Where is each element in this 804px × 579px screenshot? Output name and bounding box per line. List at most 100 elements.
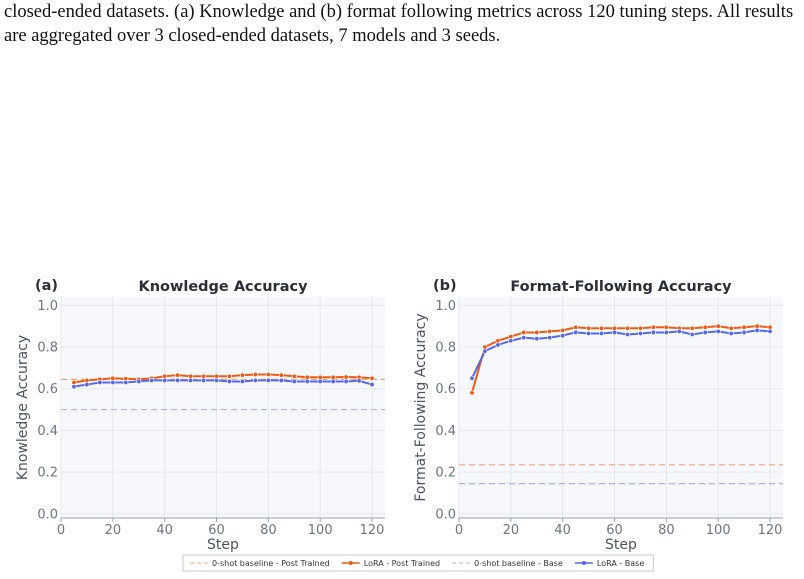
- data-point: [586, 330, 592, 336]
- data-point: [767, 324, 773, 330]
- data-point: [715, 328, 721, 334]
- data-point: [728, 325, 734, 331]
- data-point: [599, 325, 605, 331]
- data-point: [175, 377, 181, 383]
- y-tick-label: 0.0: [435, 507, 456, 522]
- x-tick-label: 120: [360, 523, 385, 538]
- data-point: [508, 334, 514, 340]
- data-point: [71, 384, 77, 390]
- data-point: [534, 329, 540, 335]
- y-tick-label: 0.4: [435, 424, 456, 439]
- data-point: [291, 373, 297, 379]
- data-point: [239, 378, 245, 384]
- data-point: [663, 324, 669, 330]
- data-point: [560, 327, 566, 333]
- data-point: [599, 330, 605, 336]
- data-point: [110, 375, 116, 381]
- data-point: [482, 344, 488, 350]
- data-point: [317, 378, 323, 384]
- data-point: [469, 390, 475, 396]
- data-point: [521, 335, 527, 341]
- data-point: [317, 374, 323, 380]
- data-point: [508, 338, 514, 344]
- y-tick-label: 0.6: [435, 382, 456, 397]
- panel-label: (a): [35, 278, 58, 294]
- data-point: [343, 374, 349, 380]
- legend-label: LoRA - Base: [597, 559, 644, 568]
- data-point: [534, 336, 540, 342]
- y-tick-label: 0.8: [435, 341, 456, 356]
- data-point: [689, 332, 695, 338]
- data-point: [278, 377, 284, 383]
- x-tick-label: 80: [658, 523, 675, 538]
- x-tick-label: 100: [706, 523, 731, 538]
- data-point: [330, 378, 336, 384]
- data-point: [252, 377, 258, 383]
- data-point: [369, 382, 375, 388]
- data-point: [482, 348, 488, 354]
- data-point: [330, 374, 336, 380]
- data-point: [265, 372, 271, 378]
- data-point: [162, 377, 168, 383]
- plot-area: [61, 297, 385, 518]
- panel-label: (b): [433, 278, 457, 294]
- data-point: [162, 373, 168, 379]
- data-point: [136, 378, 142, 384]
- x-tick-label: 0: [455, 523, 463, 538]
- data-point: [521, 329, 527, 335]
- data-point: [547, 335, 553, 341]
- x-axis-label: Step: [605, 537, 637, 553]
- y-tick-label: 0.8: [37, 341, 58, 356]
- x-tick-label: 20: [503, 523, 520, 538]
- y-axis-label: Knowledge Accuracy: [15, 335, 31, 480]
- data-point: [291, 378, 297, 384]
- data-point: [84, 382, 90, 388]
- x-tick-label: 40: [554, 523, 571, 538]
- data-point: [110, 379, 116, 385]
- data-point: [239, 372, 245, 378]
- x-tick-label: 60: [606, 523, 623, 538]
- y-tick-label: 0.6: [37, 382, 58, 397]
- data-point: [650, 329, 656, 335]
- y-tick-label: 0.2: [37, 466, 58, 481]
- data-point: [495, 342, 501, 348]
- chart-title: Knowledge Accuracy: [138, 279, 308, 295]
- data-point: [663, 329, 669, 335]
- x-tick-label: 0: [57, 523, 65, 538]
- data-point: [369, 375, 375, 381]
- data-point: [201, 373, 207, 379]
- data-point: [560, 333, 566, 339]
- x-tick-label: 20: [105, 523, 122, 538]
- chart-title: Format-Following Accuracy: [510, 279, 732, 295]
- data-point: [754, 323, 760, 329]
- data-point: [175, 372, 181, 378]
- data-point: [97, 379, 103, 385]
- y-tick-label: 0.2: [435, 466, 456, 481]
- legend: 0-shot baseline - Post Trained LoRA - Pos…: [182, 554, 654, 572]
- data-point: [304, 378, 310, 384]
- data-point: [278, 372, 284, 378]
- data-point: [188, 373, 194, 379]
- data-point: [252, 372, 258, 378]
- data-point: [123, 379, 129, 385]
- data-point: [715, 323, 721, 329]
- y-tick-label: 0.4: [37, 424, 58, 439]
- x-tick-label: 120: [758, 523, 783, 538]
- data-point: [304, 374, 310, 380]
- legend-label: LoRA - Post Trained: [364, 559, 440, 568]
- data-point: [573, 324, 579, 330]
- x-tick-label: 60: [208, 523, 225, 538]
- data-point: [343, 378, 349, 384]
- legend-marker: [348, 561, 353, 565]
- x-tick-label: 40: [156, 523, 173, 538]
- caption: closed-ended datasets. (a) Knowledge and…: [4, 2, 794, 46]
- y-tick-label: 1.0: [435, 299, 456, 314]
- data-point: [741, 329, 747, 335]
- x-tick-label: 80: [260, 523, 277, 538]
- data-point: [356, 378, 362, 384]
- legend-frame: [182, 554, 654, 572]
- data-point: [702, 329, 708, 335]
- x-tick-label: 100: [308, 523, 333, 538]
